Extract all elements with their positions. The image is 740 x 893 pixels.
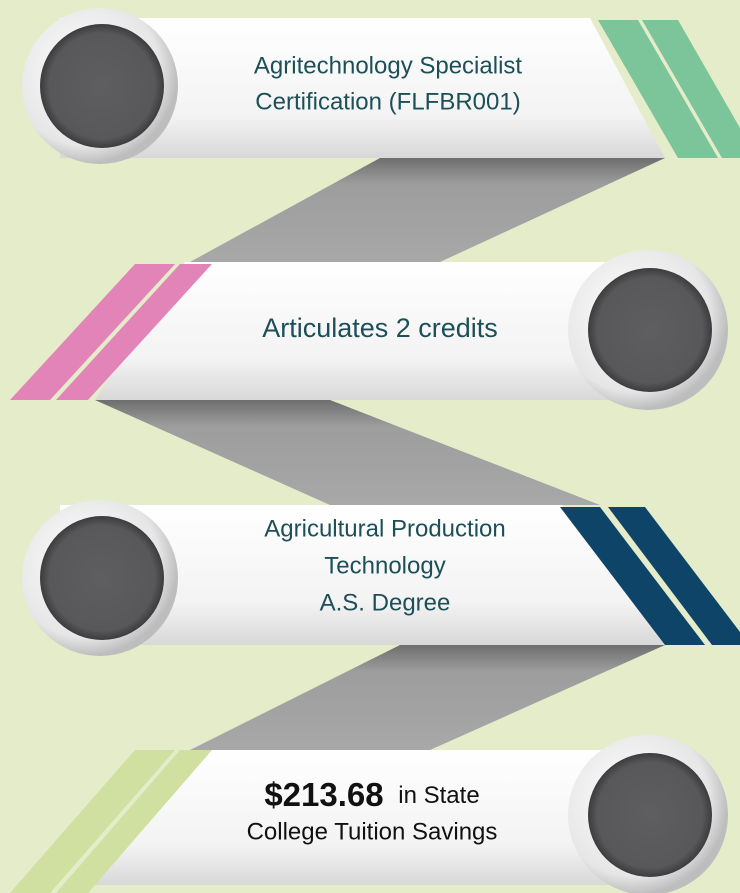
circle-core (588, 753, 712, 877)
circle-core (40, 24, 164, 148)
connector (95, 400, 600, 505)
ribbon (95, 750, 680, 885)
stripe (598, 20, 718, 158)
stripe (10, 750, 175, 893)
ribbon (60, 18, 665, 158)
connector (190, 158, 665, 262)
circle-core (588, 268, 712, 392)
ribbon (95, 262, 680, 400)
step-text: in State (398, 782, 479, 809)
stripe (56, 264, 212, 400)
step-text: A.S. Degree (320, 589, 451, 616)
step-text: $213.68 in State (264, 776, 479, 813)
step-text: Certification (FLFBR001) (255, 88, 520, 115)
step-text: Technology (324, 552, 445, 579)
step-text: College Tuition Savings (247, 818, 498, 845)
stripe (642, 20, 740, 158)
stripe (608, 507, 740, 645)
stripe (560, 507, 705, 645)
circle-core (40, 516, 164, 640)
connector (190, 645, 665, 750)
stripe (10, 264, 175, 400)
stripe (56, 750, 212, 893)
step-text: Agritechnology Specialist (254, 52, 522, 79)
ribbon (60, 505, 665, 645)
step-text: Agricultural Production (264, 515, 505, 542)
amount: $213.68 (264, 776, 383, 813)
step-text: Articulates 2 credits (262, 313, 498, 343)
